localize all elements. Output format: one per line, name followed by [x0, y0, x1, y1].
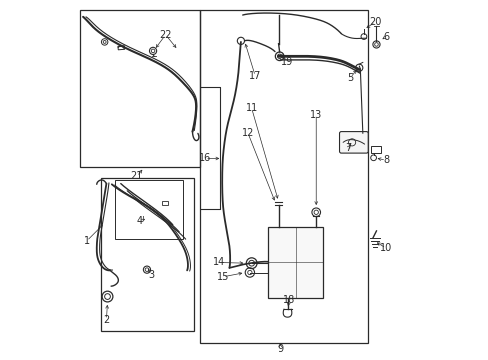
Text: 3: 3 — [148, 270, 154, 280]
Text: 22: 22 — [159, 30, 171, 40]
Text: 5: 5 — [346, 73, 353, 83]
Bar — [101, 178, 194, 330]
Text: 6: 6 — [382, 32, 388, 41]
Text: 21: 21 — [130, 171, 143, 181]
Bar — [162, 201, 167, 205]
Text: 20: 20 — [368, 17, 381, 27]
Text: 11: 11 — [245, 103, 257, 113]
Bar — [370, 146, 380, 153]
Text: 19: 19 — [281, 57, 293, 67]
Text: 7: 7 — [345, 143, 351, 153]
Text: 12: 12 — [242, 129, 254, 138]
Bar — [115, 180, 183, 239]
Text: 8: 8 — [382, 155, 388, 165]
Text: 13: 13 — [309, 111, 322, 121]
Text: 1: 1 — [83, 236, 90, 246]
Text: 17: 17 — [248, 71, 261, 81]
Bar — [80, 10, 199, 167]
Text: 9: 9 — [277, 343, 283, 354]
Text: 4': 4' — [136, 216, 144, 226]
FancyBboxPatch shape — [339, 132, 367, 153]
Bar — [118, 46, 124, 50]
Bar — [267, 226, 323, 298]
Text: 2: 2 — [103, 315, 109, 325]
Text: 14: 14 — [213, 257, 225, 267]
Bar — [199, 10, 367, 343]
Text: 10: 10 — [379, 243, 391, 253]
Text: 18: 18 — [283, 295, 295, 305]
Text: 16: 16 — [199, 153, 211, 163]
Text: 15: 15 — [216, 272, 229, 282]
